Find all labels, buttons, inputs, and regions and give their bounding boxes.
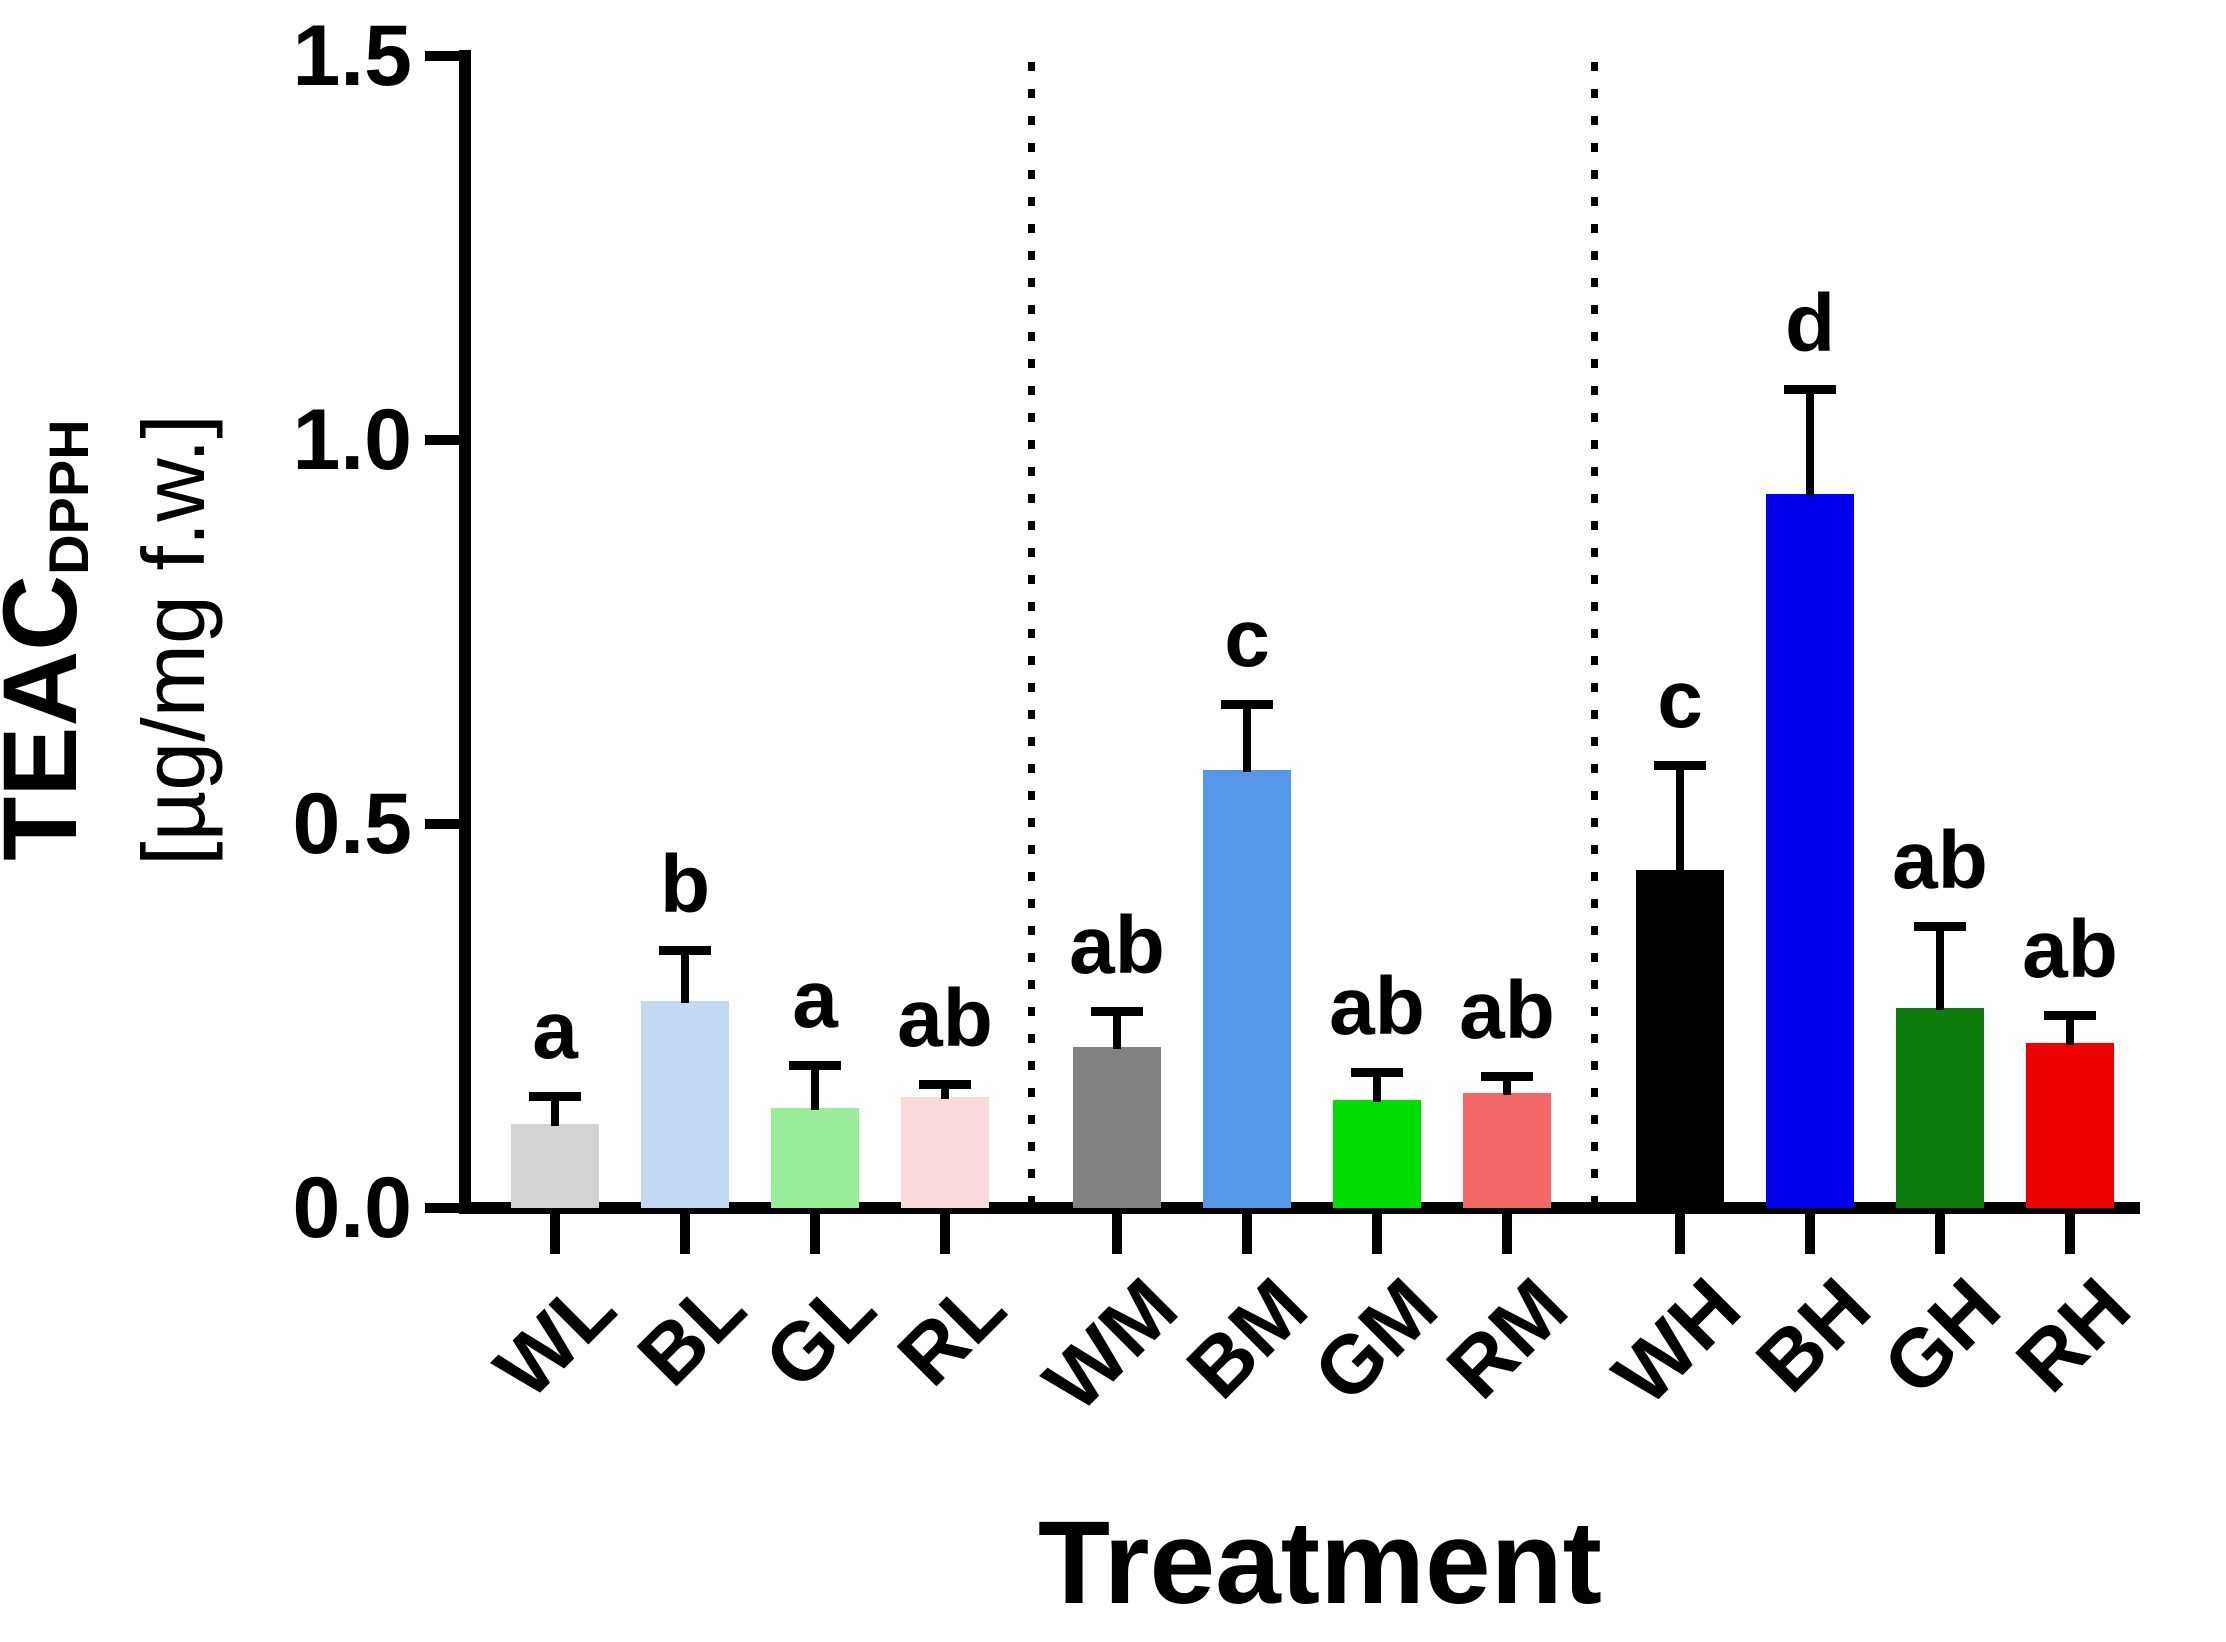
x-tick-mark-GH <box>1935 1212 1945 1254</box>
y-tick-mark-0.5 <box>425 819 459 829</box>
error-bar-cap-RM <box>1481 1072 1533 1081</box>
y-axis-title: TEACDPPH [µg/mg f.w.] <box>0 190 240 1090</box>
sig-letter-GH: ab <box>1892 815 1988 906</box>
x-axis-title: Treatment <box>1038 1497 1602 1629</box>
sig-letter-BH: d <box>1784 278 1836 369</box>
x-tick-mark-BL <box>680 1212 690 1254</box>
y-axis-title-subscript: DPPH <box>37 419 100 575</box>
group-separator-1 <box>1028 62 1035 1202</box>
y-axis-title-main-line: TEACDPPH <box>0 190 118 1090</box>
error-bar-cap-WM <box>1091 1007 1143 1016</box>
error-bar-stem-WL <box>551 1101 559 1126</box>
x-tick-mark-RL <box>940 1212 950 1254</box>
bar-WM <box>1073 1047 1161 1208</box>
group-separator-2 <box>1591 62 1598 1202</box>
bar-GM <box>1333 1100 1421 1208</box>
y-tick-label-0.5: 0.5 <box>292 776 412 872</box>
bar-RH <box>2026 1043 2114 1208</box>
y-tick-label-1.0: 1.0 <box>292 392 412 488</box>
error-bar-stem-WH <box>1676 770 1684 872</box>
sig-letter-GM: ab <box>1329 961 1425 1052</box>
error-bar-cap-BM <box>1221 700 1273 709</box>
error-bar-stem-BH <box>1806 394 1814 496</box>
y-tick-mark-0.0 <box>425 1203 459 1213</box>
bar-GL <box>771 1108 859 1208</box>
x-tick-mark-RH <box>2065 1212 2075 1254</box>
sig-letter-BM: c <box>1224 593 1270 684</box>
error-bar-stem-WM <box>1113 1016 1121 1049</box>
bar-WH <box>1636 870 1724 1208</box>
bar-BM <box>1203 770 1291 1208</box>
error-bar-cap-GM <box>1351 1068 1403 1077</box>
x-tick-mark-BH <box>1805 1212 1815 1254</box>
bar-GH <box>1896 1008 1984 1208</box>
sig-letter-GL: a <box>792 954 838 1045</box>
error-bar-cap-WL <box>529 1092 581 1101</box>
x-tick-mark-GM <box>1372 1212 1382 1254</box>
error-bar-stem-GL <box>811 1070 819 1110</box>
error-bar-stem-RH <box>2066 1020 2074 1045</box>
y-tick-mark-1.0 <box>425 435 459 445</box>
error-bar-cap-RL <box>919 1080 971 1089</box>
error-bar-cap-WH <box>1654 761 1706 770</box>
error-bar-stem-RM <box>1503 1081 1511 1095</box>
y-tick-label-0.0: 0.0 <box>292 1160 412 1256</box>
error-bar-stem-GM <box>1373 1077 1381 1102</box>
sig-letter-RL: ab <box>897 973 993 1064</box>
bar-RL <box>901 1097 989 1208</box>
x-tick-mark-WM <box>1112 1212 1122 1254</box>
error-bar-cap-RH <box>2044 1011 2096 1020</box>
sig-letter-WM: ab <box>1069 900 1165 991</box>
bar-BH <box>1766 494 1854 1208</box>
x-tick-mark-WL <box>550 1212 560 1254</box>
x-tick-mark-BM <box>1242 1212 1252 1254</box>
error-bar-cap-BH <box>1784 385 1836 394</box>
y-axis-title-main: TEAC <box>0 574 99 861</box>
x-tick-mark-GL <box>810 1212 820 1254</box>
x-tick-mark-WH <box>1675 1212 1685 1254</box>
error-bar-stem-BL <box>681 955 689 1003</box>
error-bar-cap-BL <box>659 946 711 955</box>
error-bar-stem-RL <box>941 1089 949 1099</box>
sig-letter-RM: ab <box>1459 965 1555 1056</box>
y-tick-mark-1.5 <box>425 51 459 61</box>
x-tick-mark-RM <box>1502 1212 1512 1254</box>
sig-letter-BL: b <box>659 839 711 930</box>
sig-letter-WH: c <box>1657 654 1703 745</box>
error-bar-stem-BM <box>1243 709 1251 772</box>
error-bar-stem-GH <box>1936 931 1944 1010</box>
bar-WL <box>511 1124 599 1208</box>
sig-letter-WL: a <box>532 985 578 1076</box>
sig-letter-RH: ab <box>2022 904 2118 995</box>
bar-RM <box>1463 1093 1551 1208</box>
y-tick-label-1.5: 1.5 <box>292 8 412 104</box>
y-axis-title-unit: [µg/mg f.w.] <box>124 414 223 866</box>
bar-BL <box>641 1001 729 1208</box>
error-bar-cap-GL <box>789 1061 841 1070</box>
error-bar-cap-GH <box>1914 922 1966 931</box>
y-axis-line <box>459 50 471 1214</box>
